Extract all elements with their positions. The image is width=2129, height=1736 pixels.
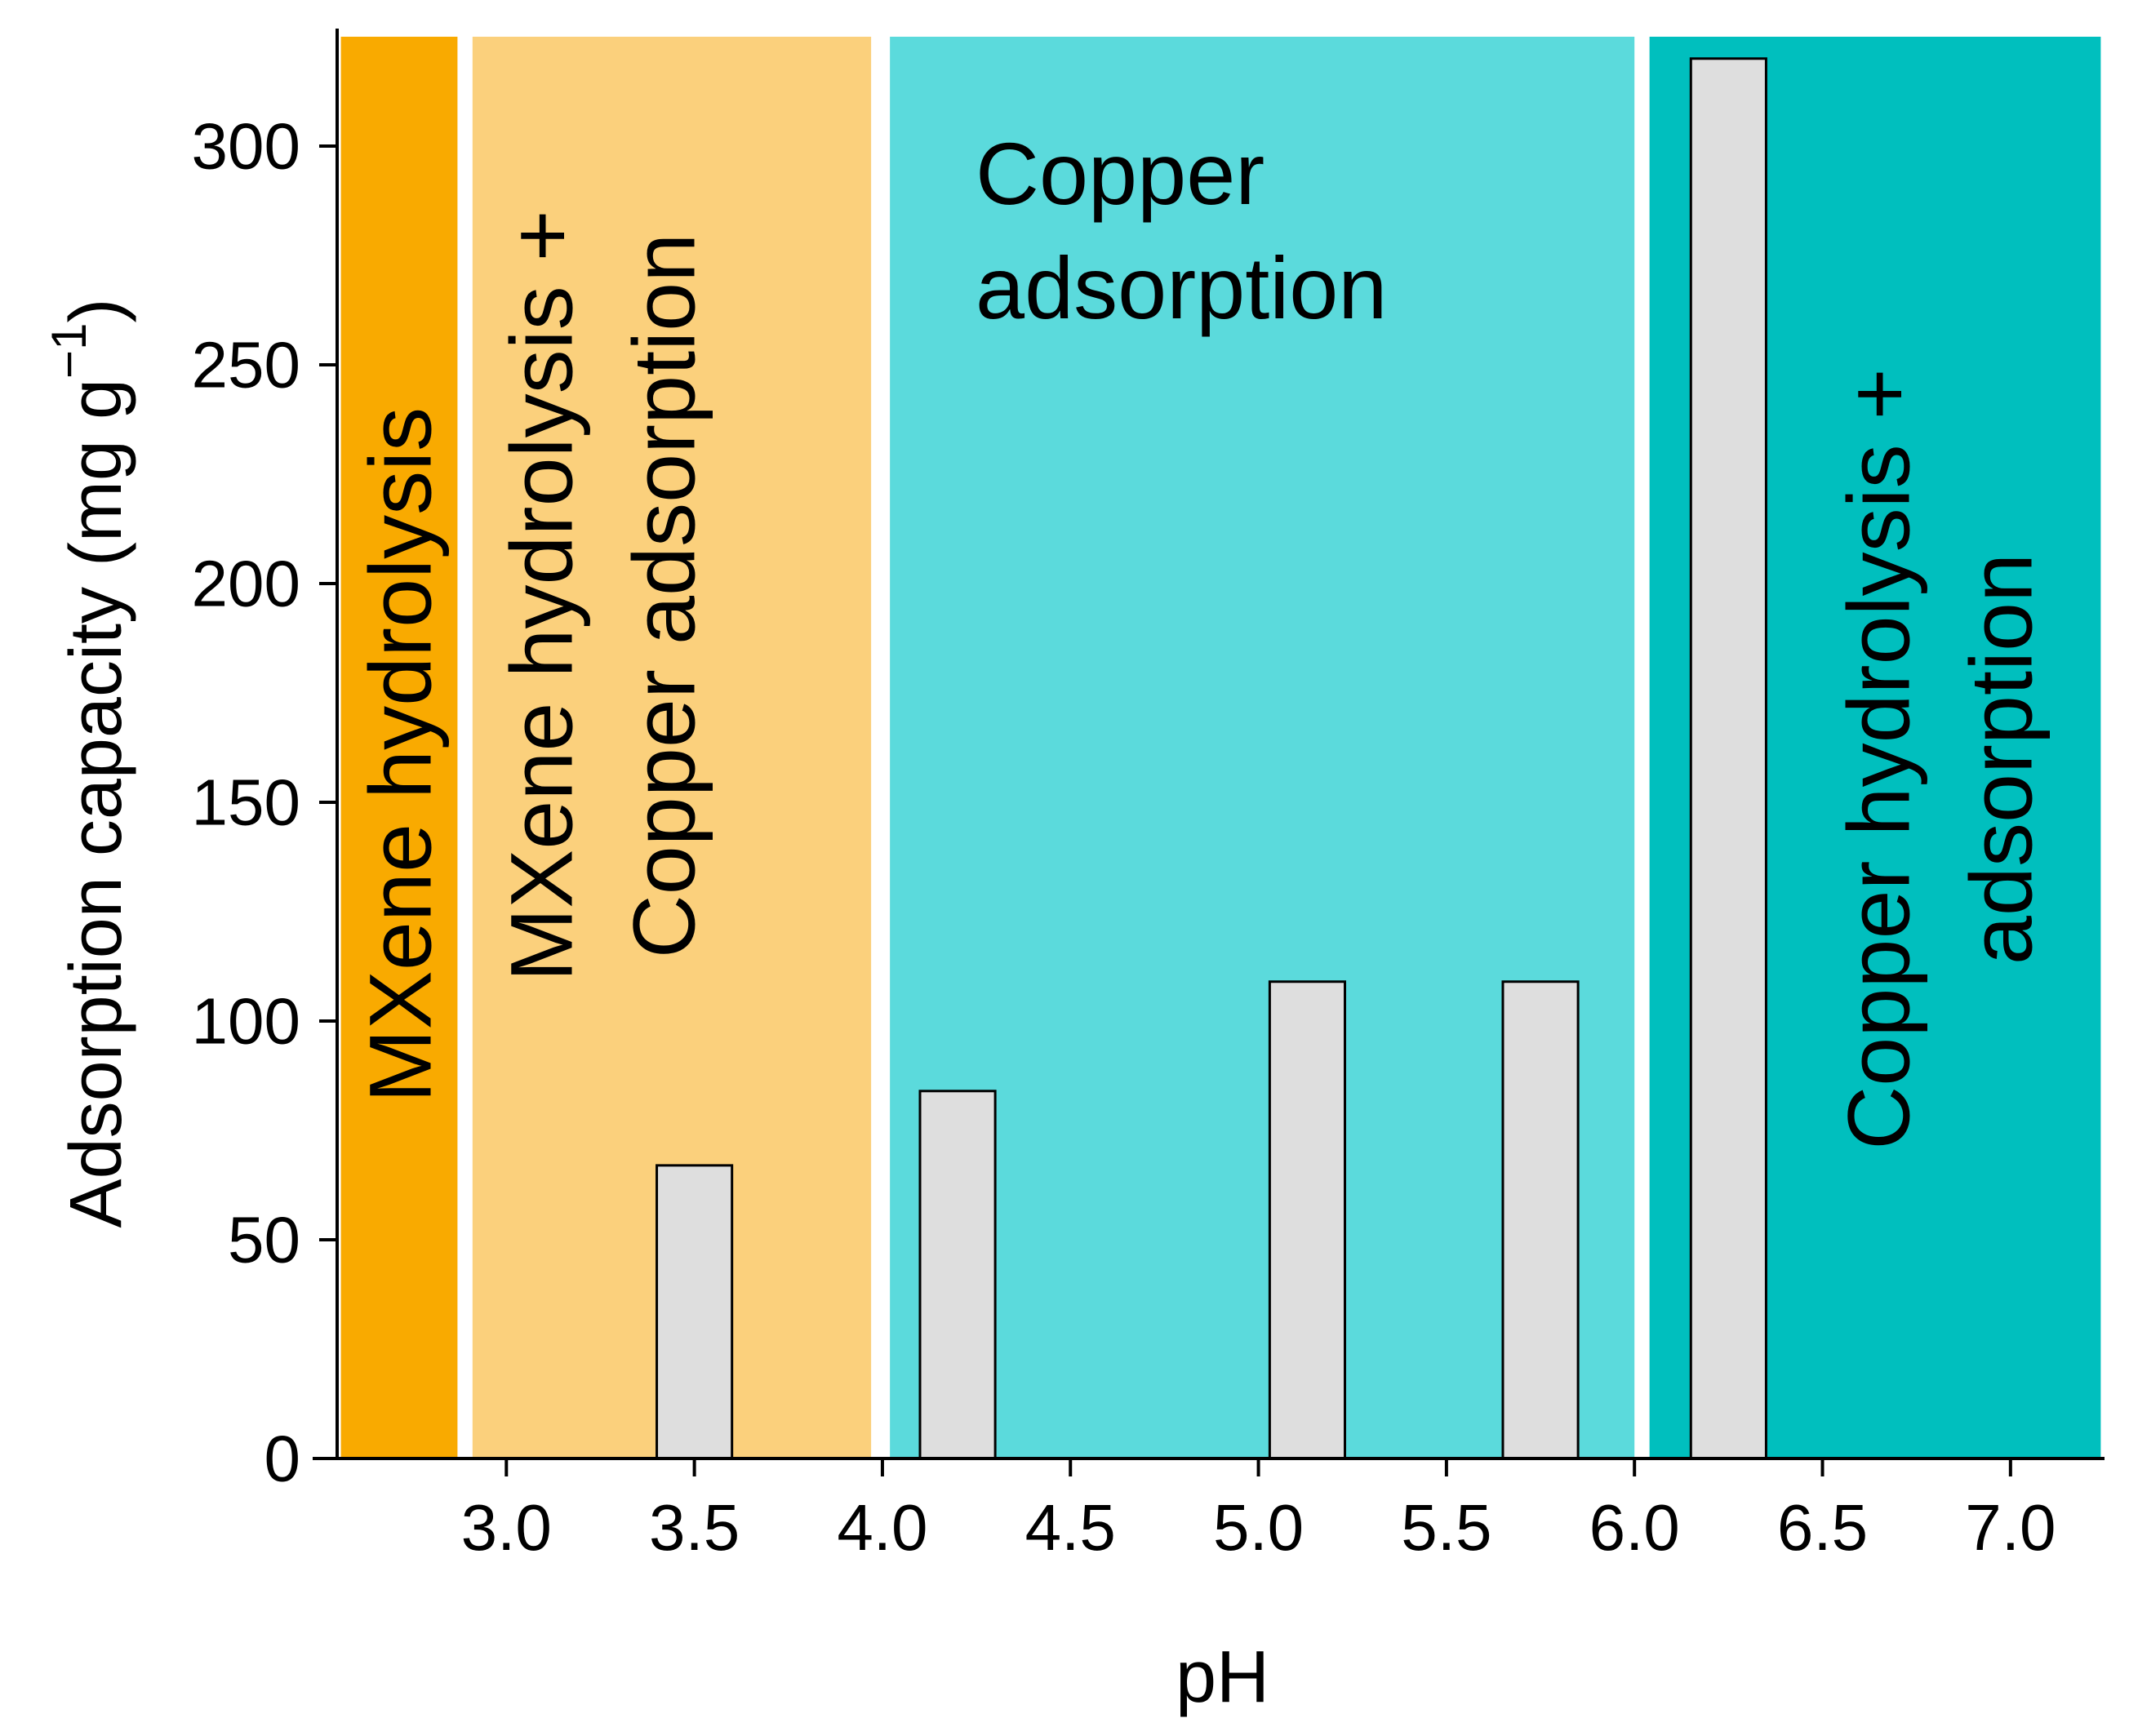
x-tick-label: 3.5 <box>649 1491 740 1564</box>
y-axis-title: Adsorption capacity (mg g−1) <box>42 299 138 1228</box>
x-tick-label: 3.0 <box>461 1491 552 1564</box>
bar-5 <box>1689 57 1767 1460</box>
region-label-line: Copper adsorption <box>615 233 713 959</box>
y-tick-label: 0 <box>264 1423 301 1495</box>
x-tick-label: 6.5 <box>1777 1491 1868 1564</box>
region-label-line: adsorption <box>1952 553 2051 965</box>
region-label-line: MXene hydrolysis + <box>492 210 591 981</box>
region-labels: MXene hydrolysis MXene hydrolysis + Copper… <box>351 124 2051 1150</box>
y-tick-label: 50 <box>228 1204 300 1276</box>
x-tick-label: 5.0 <box>1213 1491 1304 1564</box>
bars <box>656 57 1767 1460</box>
x-tick-label: 5.5 <box>1401 1491 1491 1564</box>
x-tick-label: 7.0 <box>1965 1491 2056 1564</box>
y-tick-label: 150 <box>192 766 300 839</box>
y-tick-label: 200 <box>192 548 300 620</box>
y-tick-label: 100 <box>192 985 300 1058</box>
region-label-4: Copper hydrolysis + adsorption <box>1829 368 2051 1149</box>
y-tick-label: 300 <box>192 110 300 183</box>
y-tick-label: 250 <box>192 329 300 402</box>
y-axis-title-main: Adsorption capacity (mg g <box>56 379 137 1228</box>
region-label-3: Copper adsorption <box>976 124 1387 337</box>
x-tick-label: 4.5 <box>1025 1491 1116 1564</box>
x-axis-title: pH <box>1176 1636 1269 1718</box>
y-axis-title-superscript: −1 <box>42 323 96 379</box>
bar-3 <box>1268 980 1347 1460</box>
region-label-line: Copper <box>976 124 1265 223</box>
y-ticks: 0 50 100 150 200 250 300 <box>192 110 337 1495</box>
x-tick-label: 4.0 <box>837 1491 927 1564</box>
x-tick-label: 6.0 <box>1589 1491 1680 1564</box>
region-label-1: MXene hydrolysis <box>351 407 450 1103</box>
region-label-2: MXene hydrolysis + Copper adsorption <box>492 210 713 981</box>
x-ticks: 3.0 3.5 4.0 4.5 5.0 5.5 6.0 6.5 7.0 <box>461 1459 2056 1564</box>
y-axis-title-close: ) <box>56 299 137 323</box>
axes <box>313 29 2105 1460</box>
region-band-1 <box>340 37 458 1459</box>
region-label-line: MXene hydrolysis <box>351 407 450 1103</box>
bar-4 <box>1501 980 1580 1460</box>
bar-2 <box>918 1090 997 1460</box>
region-label-line: adsorption <box>976 238 1387 337</box>
bar-1 <box>656 1164 734 1460</box>
region-label-line: Copper hydrolysis + <box>1829 368 1928 1149</box>
